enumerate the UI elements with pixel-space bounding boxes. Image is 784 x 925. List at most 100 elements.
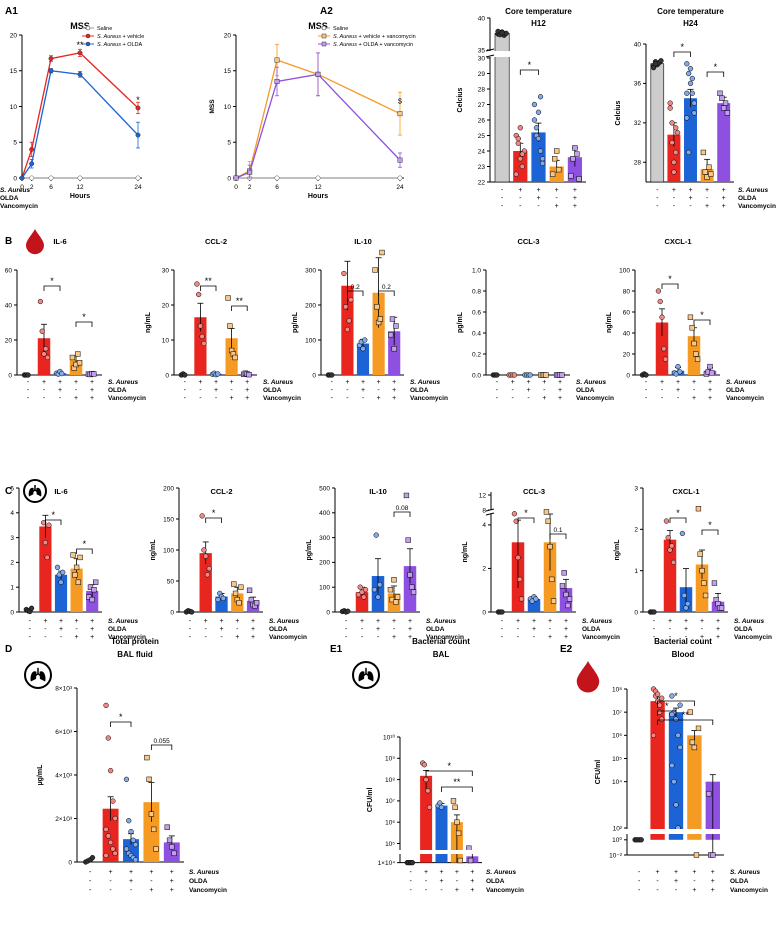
axis-break-mark — [485, 48, 495, 52]
significance-bracket — [75, 321, 93, 327]
series-line — [21, 70, 139, 179]
y-tick-label: 3 — [634, 485, 638, 492]
data-point — [675, 732, 681, 738]
significance-bracket — [43, 285, 61, 291]
x-tick-label: 0 — [20, 184, 24, 191]
data-point — [373, 532, 379, 538]
condition-sign: + — [149, 887, 153, 894]
data-point — [232, 590, 239, 597]
chart-title: IL-6 — [53, 237, 66, 246]
lungs-icon — [24, 661, 52, 689]
y-tick-label: 0 — [68, 859, 72, 866]
series-point — [135, 175, 141, 181]
condition-row-label: Vancomycin — [410, 395, 448, 402]
significance-bracket — [701, 529, 719, 535]
data-point — [706, 791, 712, 797]
condition-sign: + — [708, 395, 712, 402]
y-tick-label: 200 — [305, 302, 316, 309]
y-tick-label: 60 — [5, 267, 13, 274]
y-tick-label: 24 — [478, 148, 486, 155]
data-point — [341, 270, 347, 277]
condition-sign: + — [439, 878, 443, 885]
condition-sign: + — [230, 395, 234, 402]
significance-label: * — [665, 701, 669, 711]
condition-sign: - — [377, 634, 380, 641]
data-point — [657, 298, 663, 305]
data-point — [554, 148, 560, 154]
data-point — [231, 581, 237, 587]
data-point — [25, 372, 31, 378]
series-point — [48, 56, 54, 62]
condition-sign: - — [456, 878, 459, 885]
significance-label: * — [136, 95, 140, 105]
condition-sign: + — [361, 387, 365, 394]
data-point — [107, 768, 114, 774]
y-tick-label: 0 — [8, 372, 12, 379]
condition-sign: + — [377, 395, 381, 402]
condition-row-label: Vancomycin — [734, 634, 772, 641]
condition-row-label: S. Aureus — [726, 379, 756, 386]
data-point — [75, 351, 81, 357]
y-tick-label: 10¹⁰ — [383, 733, 395, 741]
condition-row-label: Vancomycin — [576, 395, 614, 402]
condition-sign: + — [424, 869, 428, 876]
condition-sign: + — [688, 187, 692, 194]
condition-sign: + — [455, 887, 459, 894]
data-point — [75, 579, 81, 585]
data-point — [171, 850, 177, 856]
chart-title: Bacterial count — [412, 637, 470, 646]
data-point — [708, 171, 714, 177]
y-tick-label: 1×10⁴ — [378, 860, 396, 867]
significance-label: 0.1 — [553, 527, 562, 534]
condition-row-label: Vancomycin — [726, 395, 764, 402]
bar — [54, 574, 68, 612]
data-point — [655, 288, 662, 294]
condition-sign: + — [198, 379, 202, 386]
data-point — [689, 325, 695, 331]
data-point — [710, 852, 716, 858]
data-point — [545, 518, 551, 524]
significance-label: * — [50, 276, 54, 286]
condition-sign: - — [496, 395, 499, 402]
data-point — [344, 326, 351, 333]
y-tick-label: 6×10³ — [55, 729, 73, 736]
y-tick-label: 100 — [619, 267, 630, 274]
series-point — [315, 71, 321, 77]
data-point — [684, 90, 690, 96]
significance-label: * — [708, 520, 712, 530]
data-point — [91, 371, 97, 377]
data-point — [684, 61, 690, 67]
y-tick-label: 32 — [634, 120, 642, 127]
significance-label: ** — [682, 710, 690, 720]
axis-break — [486, 510, 494, 514]
condition-sign: - — [645, 387, 648, 394]
condition-sign: + — [470, 878, 474, 885]
condition-sign: - — [75, 626, 78, 633]
data-point — [215, 596, 221, 603]
condition-sign: + — [408, 618, 412, 625]
condition-sign: + — [684, 618, 688, 625]
significance-label: 0.055 — [153, 738, 170, 745]
condition-sign: + — [235, 618, 239, 625]
data-point — [39, 328, 45, 334]
data-point — [552, 156, 558, 162]
data-point — [454, 819, 460, 825]
data-point — [652, 61, 659, 67]
series-point — [29, 161, 35, 167]
legend-marker — [321, 33, 327, 39]
condition-sign: + — [58, 387, 62, 394]
significance-bracket — [657, 700, 695, 706]
condition-sign: + — [688, 195, 692, 202]
legend-label: S. Aureus + OLDA — [97, 42, 143, 48]
data-point — [677, 369, 683, 375]
condition-row-label: OLDA — [734, 626, 753, 633]
lungs-icon-left — [358, 671, 365, 682]
data-point — [531, 117, 538, 123]
y-tick-label: 20 — [162, 302, 170, 309]
data-point — [704, 174, 710, 180]
blood-drop-icon — [26, 229, 44, 255]
data-point — [42, 539, 49, 546]
condition-sign: + — [251, 626, 255, 633]
condition-sign: + — [672, 187, 676, 194]
data-point — [559, 583, 566, 589]
